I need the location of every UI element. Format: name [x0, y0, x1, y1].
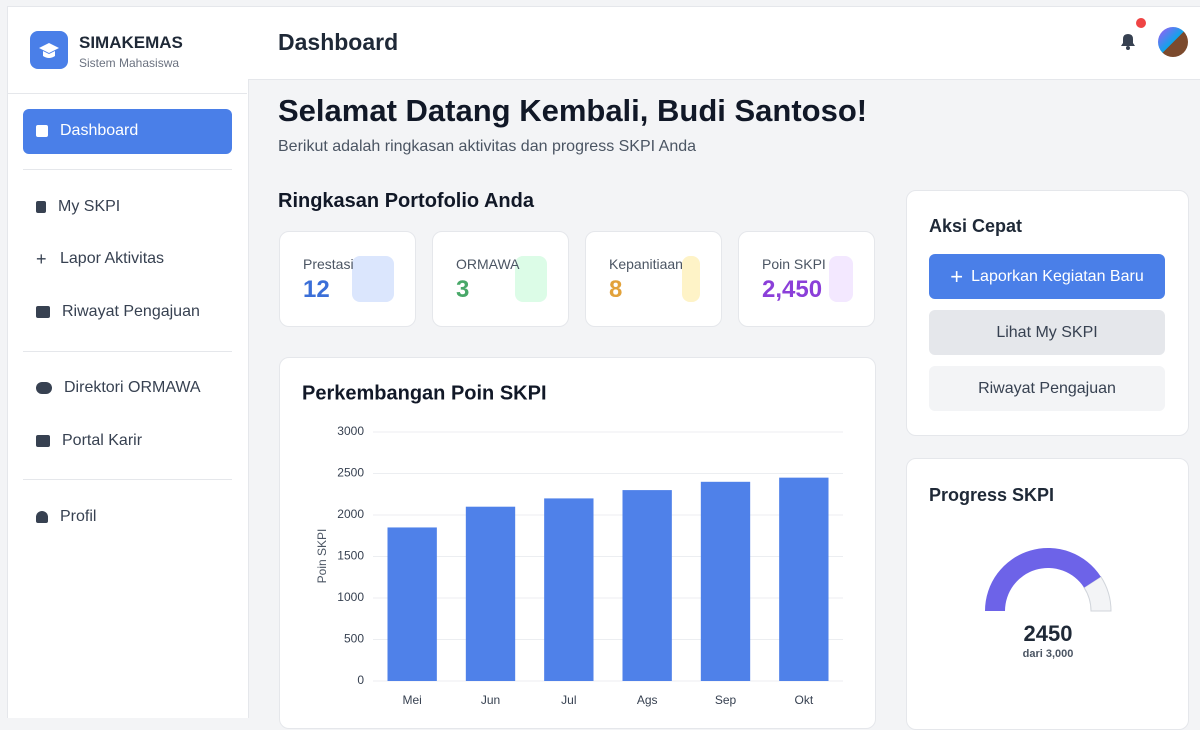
gauge: 2450 dari 3,000	[985, 548, 1112, 660]
y-tick-label: 1500	[337, 549, 364, 563]
progress-card: Progress SKPI 2450 dari 3,000	[906, 458, 1189, 730]
bar	[779, 477, 829, 681]
stat-label: ORMAWA	[456, 256, 520, 272]
menu-label: My SKPI	[58, 198, 121, 215]
stat-icon	[515, 256, 547, 302]
stat-card: ORMAWA 3	[432, 231, 569, 327]
logo-icon	[39, 43, 59, 58]
chart: Perkembangan Poin SKPI Poin SKPI 0 500 100…	[302, 382, 843, 707]
x-tick-label: Ags	[637, 693, 658, 707]
y-tick-label: 500	[344, 632, 364, 646]
avatar[interactable]	[1158, 27, 1188, 57]
menu-active[interactable]	[23, 109, 232, 154]
bar	[465, 506, 516, 681]
tagline: Sistem Mahasiswa	[79, 56, 180, 70]
bell-icon[interactable]	[1116, 29, 1140, 53]
x-tick-label: Mei	[402, 693, 421, 707]
gauge-value	[985, 548, 1101, 611]
stat-card: Kepanitiaan 8	[585, 231, 722, 327]
logo	[30, 31, 68, 69]
welcome-subtitle: Berikut adalah ringkasan aktivitas dan p…	[278, 138, 697, 155]
button-label: Laporkan Kegiatan Baru	[971, 267, 1144, 285]
x-tick-label: Jun	[481, 693, 500, 707]
plus-icon: +	[950, 263, 964, 289]
bar	[700, 481, 751, 681]
stat-value: 3	[456, 276, 470, 303]
menu-item[interactable]: Portal Karir	[36, 429, 142, 453]
x-tick-label: Sep	[715, 693, 737, 707]
stat-label: Prestasi	[303, 256, 354, 272]
stat-label: Poin SKPI	[762, 256, 826, 272]
menu-item[interactable]: Direktori ORMAWA	[36, 376, 201, 400]
button-label: Riwayat Pengajuan	[978, 379, 1116, 397]
primary-button[interactable]: + Laporkan Kegiatan Baru	[929, 254, 1165, 299]
menu-label: Lapor Aktivitas	[60, 250, 165, 267]
y-axis-label: Poin SKPI	[315, 529, 329, 584]
menu-item[interactable]: + Lapor Aktivitas	[36, 247, 164, 271]
stat-value: 8	[609, 276, 623, 303]
menu-item[interactable]: Profil	[36, 505, 96, 529]
bar	[544, 498, 594, 681]
bar	[622, 490, 672, 681]
gauge-track	[1083, 575, 1112, 612]
menu-label: Profil	[60, 508, 97, 525]
divider	[8, 93, 247, 94]
menu-label: Riwayat Pengajuan	[62, 303, 200, 320]
menu-item[interactable]: Riwayat Pengajuan	[36, 300, 200, 324]
secondary-button[interactable]: Riwayat Pengajuan	[929, 366, 1165, 411]
y-tick-label: 2000	[337, 507, 364, 521]
menu-item[interactable]: Dashboard	[36, 119, 138, 143]
x-tick-label: Jul	[561, 693, 576, 707]
y-tick-label: 0	[357, 673, 364, 687]
welcome-title: Selamat Datang Kembali, Budi Santoso!	[278, 93, 868, 128]
stat-icon	[829, 256, 853, 302]
bar	[387, 527, 437, 681]
progress-max: dari 3,000	[1023, 648, 1074, 660]
divider	[23, 169, 232, 170]
menu-label: Direktori ORMAWA	[64, 379, 201, 396]
divider	[23, 351, 232, 352]
menu-item[interactable]: My SKPI	[36, 195, 120, 219]
chart-card: Perkembangan Poin SKPI Poin SKPI 0 500 100…	[279, 357, 876, 729]
divider	[23, 479, 232, 480]
stat-value: 2,450	[762, 276, 823, 303]
secondary-button[interactable]: Lihat My SKPI	[929, 310, 1165, 355]
chart-title: Perkembangan Poin SKPI	[302, 382, 547, 404]
stat-card: Poin SKPI 2,450	[738, 231, 875, 327]
notification-dot	[1136, 18, 1146, 28]
header: Dashboard	[248, 6, 1200, 80]
stat-label: Kepanitiaan	[609, 256, 683, 272]
y-tick-label: 2500	[337, 466, 364, 480]
menu-label: Portal Karir	[62, 432, 143, 449]
plus-icon: +	[36, 248, 47, 269]
y-tick-label: 1000	[337, 590, 364, 604]
y-tick-label: 3000	[337, 424, 364, 438]
stat-icon	[682, 256, 700, 302]
progress-value: 2450	[1024, 621, 1073, 646]
page-title: Dashboard	[278, 29, 399, 55]
brand: SIMAKEMAS	[79, 33, 183, 52]
x-tick-label: Okt	[794, 693, 813, 707]
card-title: Progress SKPI	[929, 485, 1055, 505]
stat-icon	[352, 256, 394, 302]
card-title: Aksi Cepat	[929, 216, 1023, 236]
stat-value: 12	[303, 276, 330, 303]
menu-label: Dashboard	[60, 122, 139, 139]
section-title: Ringkasan Portofolio Anda	[278, 190, 534, 212]
button-label: Lihat My SKPI	[996, 323, 1098, 341]
stat-card: Prestasi 12	[279, 231, 416, 327]
